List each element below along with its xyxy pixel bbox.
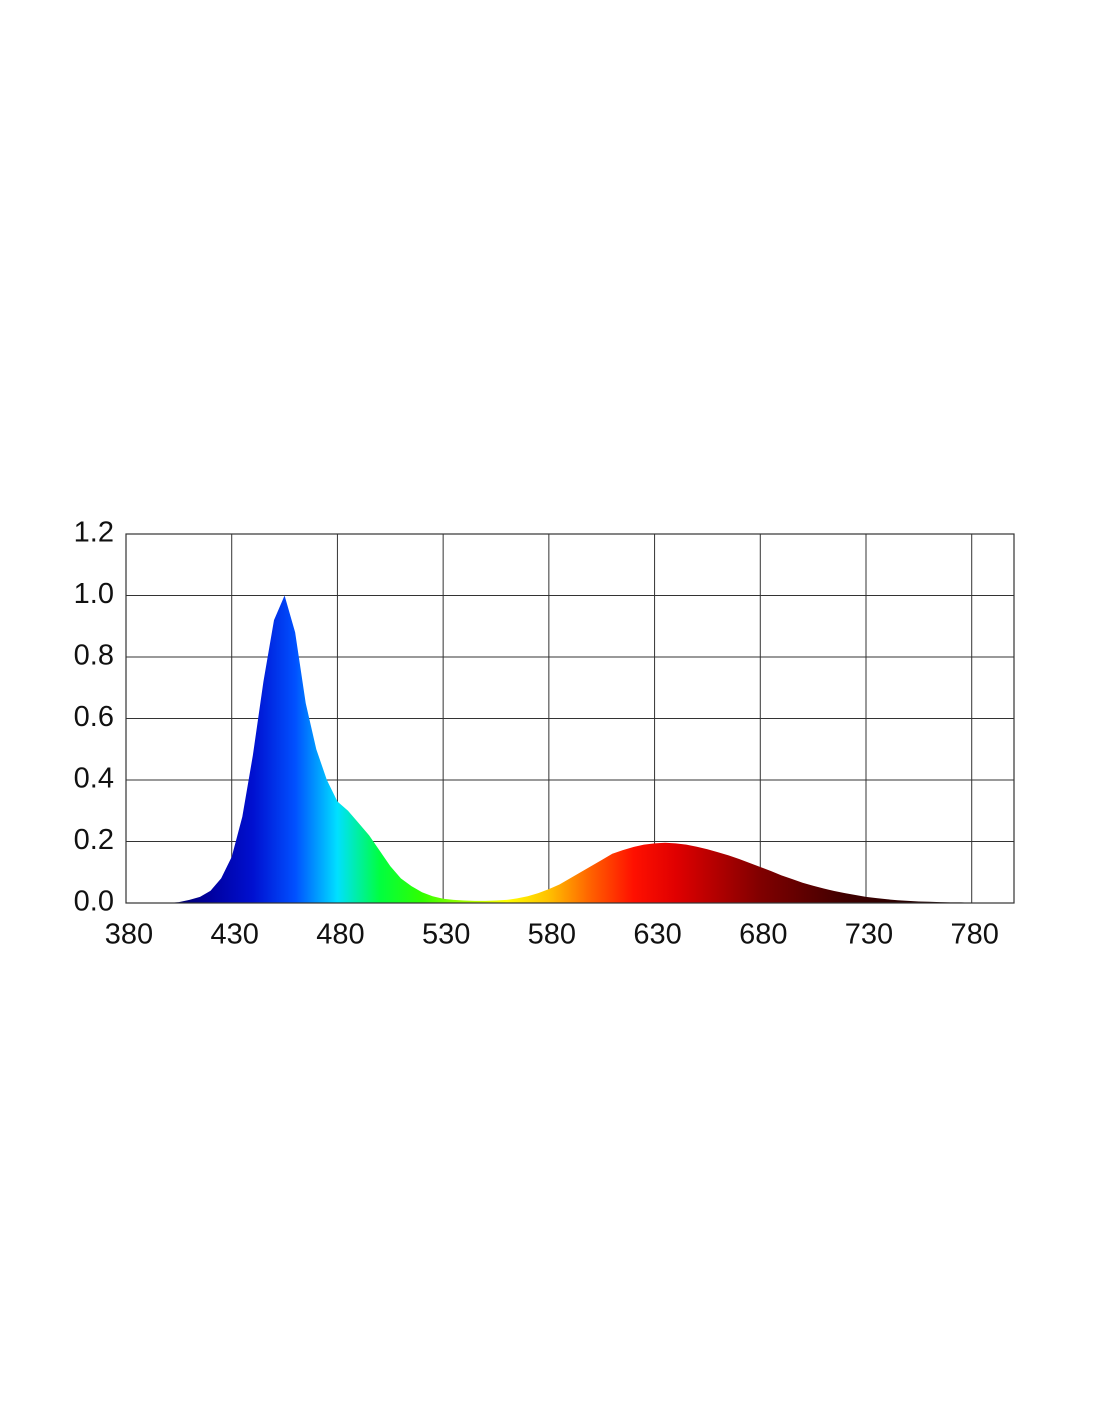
x-tick-label: 630 [633,919,681,951]
x-tick-label: 530 [422,919,470,951]
x-tick-label: 780 [951,919,999,951]
y-tick-label: 0.6 [74,701,114,733]
x-tick-label: 730 [845,919,893,951]
x-tick-label: 380 [105,919,153,951]
spectrum-area [168,595,1015,903]
x-tick-label: 680 [739,919,787,951]
x-tick-label: 580 [528,919,576,951]
y-tick-label: 0.4 [74,763,114,795]
x-tick-label: 430 [211,919,259,951]
y-tick-label: 1.0 [74,578,114,610]
y-tick-label: 0.0 [74,886,114,918]
y-tick-label: 0.8 [74,640,114,672]
x-tick-label: 480 [316,919,364,951]
plot-border [125,533,1015,904]
y-tick-label: 1.2 [74,517,114,549]
y-tick-label: 0.2 [74,824,114,856]
